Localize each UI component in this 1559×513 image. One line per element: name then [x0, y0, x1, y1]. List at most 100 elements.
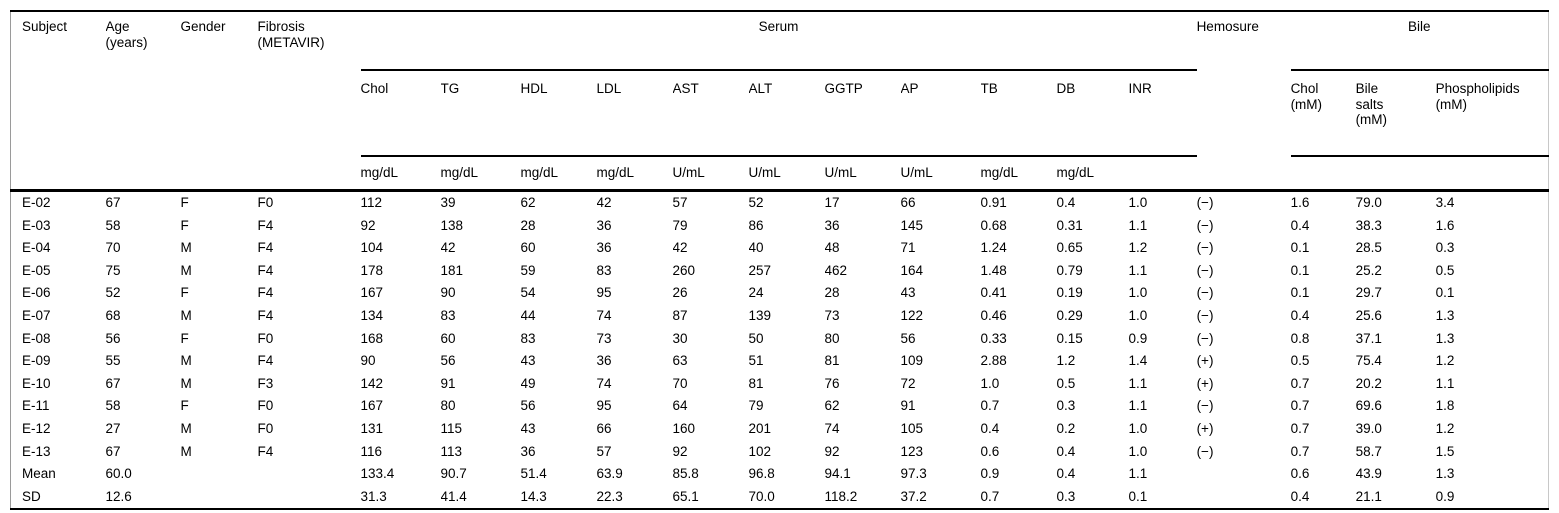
cell-subject: SD [22, 488, 41, 504]
table-row: E-08 56 F F0 168 60 83 73 30 50 80 56 0.33 0.15 0.9 (−)… [11, 328, 1549, 351]
cell-hemosure: (−) [1196, 262, 1214, 278]
cell-serum-chol: 178 [360, 262, 384, 278]
cell-serum-tg: 83 [440, 307, 456, 323]
cell-serum-ggtp: 80 [824, 330, 840, 346]
cell-serum-inr: 1.0 [1128, 285, 1148, 301]
cell-phospholipids: 1.3 [1435, 330, 1455, 346]
table-row: E-02 67 F F0 112 39 62 42 57 52 17 66 0.91 0.4 1.0 (−) 1… [11, 191, 1549, 215]
table-row: Mean 60.0 133.4 90.7 51.4 63.9 85.8 96.8 94.1 97.… [11, 463, 1549, 486]
cell-serum-alt: 102 [748, 443, 772, 459]
cell-serum-ap: 164 [900, 262, 924, 278]
cell-serum-chol: 31.3 [360, 488, 387, 504]
cell-serum-alt: 70.0 [748, 488, 775, 504]
table-row: E-06 52 F F4 167 90 54 95 26 24 28 43 0.41 0.19 1.0 (−)… [11, 282, 1549, 305]
cell-hemosure: (−) [1196, 217, 1214, 233]
cell-serum-tg: 42 [440, 240, 456, 256]
cell-serum-ast: 92 [672, 443, 688, 459]
table-row: E-03 58 F F4 92 138 28 36 79 86 36 145 0.68 0.31 1.1 (−… [11, 215, 1549, 238]
cell-serum-ap: 145 [900, 217, 924, 233]
cell-serum-ggtp: 62 [824, 398, 840, 414]
col-header-ggtp: GGTP [824, 70, 901, 157]
cell-serum-alt: 24 [748, 285, 764, 301]
cell-serum-tb: 1.0 [980, 375, 1000, 391]
cell-fibrosis: F4 [257, 217, 274, 233]
cell-serum-ldl: 74 [596, 375, 612, 391]
cell-hemosure: (−) [1196, 443, 1214, 459]
table-row: SD 12.6 31.3 41.4 14.3 22.3 65.1 70.0 118.2 37.2 0… [11, 486, 1549, 510]
cell-serum-ggtp: 73 [824, 307, 840, 323]
cell-serum-inr: 1.2 [1128, 240, 1148, 256]
cell-subject: E-05 [22, 262, 51, 278]
unit-ldl: mg/dL [596, 165, 635, 181]
cell-serum-alt: 81 [748, 375, 764, 391]
cell-serum-ast: 70 [672, 375, 688, 391]
cell-age: 56 [105, 330, 121, 346]
cell-bile-chol: 0.5 [1290, 353, 1310, 369]
cell-serum-hdl: 60 [520, 240, 536, 256]
cell-serum-tg: 91 [440, 375, 456, 391]
col-header-phospholipids: Phospholipids (mM) [1435, 70, 1549, 157]
cell-serum-ggtp: 81 [824, 353, 840, 369]
cell-bile-chol: 0.4 [1290, 307, 1310, 323]
cell-serum-inr: 1.0 [1128, 443, 1148, 459]
cell-serum-chol: 134 [360, 307, 384, 323]
cell-hemosure: (−) [1196, 307, 1214, 323]
cell-subject: E-06 [22, 285, 51, 301]
unit-alt: U/mL [748, 165, 781, 181]
col-header-ldl: LDL [596, 70, 673, 157]
cell-gender: M [180, 262, 192, 278]
cell-bile-salts: 75.4 [1355, 353, 1382, 369]
cell-subject: E-11 [22, 398, 50, 414]
cell-serum-tb: 0.41 [980, 285, 1007, 301]
cell-serum-ap: 122 [900, 307, 924, 323]
cell-fibrosis: F4 [257, 307, 274, 323]
cell-serum-tg: 90.7 [440, 466, 467, 482]
cell-hemosure: (+) [1196, 375, 1214, 391]
cell-subject: E-02 [22, 195, 51, 210]
cell-bile-chol: 0.7 [1290, 375, 1310, 391]
cell-phospholipids: 0.5 [1435, 262, 1455, 278]
cell-hemosure: (−) [1196, 240, 1214, 256]
cell-serum-ggtp: 76 [824, 375, 840, 391]
unit-hdl: mg/dL [520, 165, 559, 181]
col-header-inr: INR [1128, 70, 1197, 157]
col-header-subject: Subject [22, 19, 68, 34]
cell-serum-db: 1.2 [1056, 353, 1076, 369]
table-row: E-04 70 M F4 104 42 60 36 42 40 48 71 1.24 0.65 1.2 (−)… [11, 237, 1549, 260]
cell-bile-salts: 25.2 [1355, 262, 1382, 278]
cell-serum-ast: 85.8 [672, 466, 699, 482]
unit-db: mg/dL [1056, 165, 1095, 181]
unit-spacer [1436, 156, 1549, 191]
cell-serum-hdl: 44 [520, 307, 536, 323]
table-header: Subject Age (years) Gender Fibrosis (MET… [10, 11, 1549, 191]
cell-fibrosis: F4 [257, 443, 274, 459]
cell-serum-alt: 139 [748, 307, 772, 323]
cell-subject: E-10 [22, 375, 51, 391]
cell-serum-ap: 37.2 [900, 488, 927, 504]
cell-hemosure [1197, 463, 1291, 486]
cell-age: 75 [105, 262, 121, 278]
cell-bile-salts: 21.1 [1355, 488, 1382, 504]
cell-fibrosis [258, 463, 361, 486]
cell-subject: E-07 [22, 307, 51, 323]
cell-serum-inr: 1.0 [1128, 195, 1148, 210]
col-header-bile-salts: Bile salts (mM) [1355, 70, 1436, 157]
cell-serum-ap: 72 [900, 375, 916, 391]
cell-serum-ast: 79 [672, 217, 688, 233]
cell-bile-chol: 0.4 [1290, 488, 1310, 504]
cell-serum-ldl: 36 [596, 217, 612, 233]
cell-serum-tb: 0.68 [980, 217, 1007, 233]
cell-serum-db: 0.19 [1056, 285, 1083, 301]
cell-serum-alt: 201 [748, 420, 772, 436]
cell-age: 68 [105, 307, 121, 323]
unit-ap: U/mL [900, 165, 933, 181]
cell-serum-db: 0.5 [1056, 375, 1076, 391]
cell-serum-ap: 66 [900, 195, 916, 210]
cell-gender [181, 486, 258, 510]
col-header-fibrosis: Fibrosis (METAVIR) [257, 19, 325, 50]
cell-fibrosis: F3 [257, 375, 274, 391]
cell-serum-chol: 167 [360, 398, 384, 414]
cell-subject: E-09 [22, 353, 51, 369]
cell-phospholipids: 1.3 [1435, 466, 1455, 482]
cell-age: 67 [105, 443, 121, 459]
